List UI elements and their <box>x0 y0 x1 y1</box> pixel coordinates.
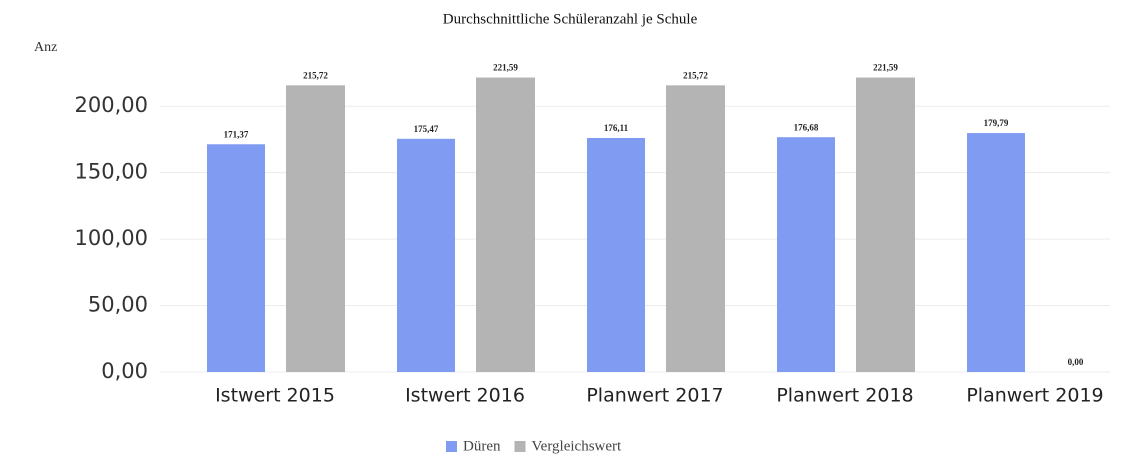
y-tick-label: 200,00 <box>75 93 148 117</box>
value-label: 221,59 <box>873 63 898 73</box>
value-label: 176,11 <box>604 123 629 133</box>
y-tick-label: 0,00 <box>101 359 148 383</box>
y-tick-label: 50,00 <box>88 293 148 317</box>
bar <box>286 85 345 372</box>
bar <box>476 77 535 373</box>
bar <box>587 137 645 372</box>
legend-swatch <box>446 441 457 452</box>
value-label: 175,47 <box>414 124 439 134</box>
value-label: 0,00 <box>1068 357 1084 367</box>
x-tick-label: Planwert 2019 <box>966 385 1103 407</box>
bar <box>666 85 725 372</box>
x-tick-label: Planwert 2018 <box>776 385 913 407</box>
legend-label: Düren <box>463 438 501 454</box>
bar <box>967 133 1025 372</box>
bar <box>856 77 915 373</box>
bar <box>397 138 455 372</box>
chart-title: Durchschnittliche Schüleranzahl je Schul… <box>443 11 698 27</box>
x-tick-label: Istwert 2015 <box>215 385 335 407</box>
legend-swatch <box>514 441 526 452</box>
value-label: 221,59 <box>493 63 518 73</box>
bar <box>777 137 835 372</box>
value-label: 215,72 <box>303 70 328 80</box>
x-tick-label: Istwert 2016 <box>405 385 525 407</box>
legend-label: Vergleichswert <box>532 438 623 454</box>
value-label: 215,72 <box>683 70 708 80</box>
y-tick-label: 150,00 <box>75 160 148 184</box>
y-axis-label: Anz <box>34 40 57 55</box>
x-tick-label: Planwert 2017 <box>586 385 723 407</box>
value-label: 171,37 <box>224 129 249 139</box>
y-tick-label: 100,00 <box>75 226 148 250</box>
bar <box>207 144 265 372</box>
value-label: 176,68 <box>794 122 819 132</box>
value-label: 179,79 <box>984 118 1009 128</box>
